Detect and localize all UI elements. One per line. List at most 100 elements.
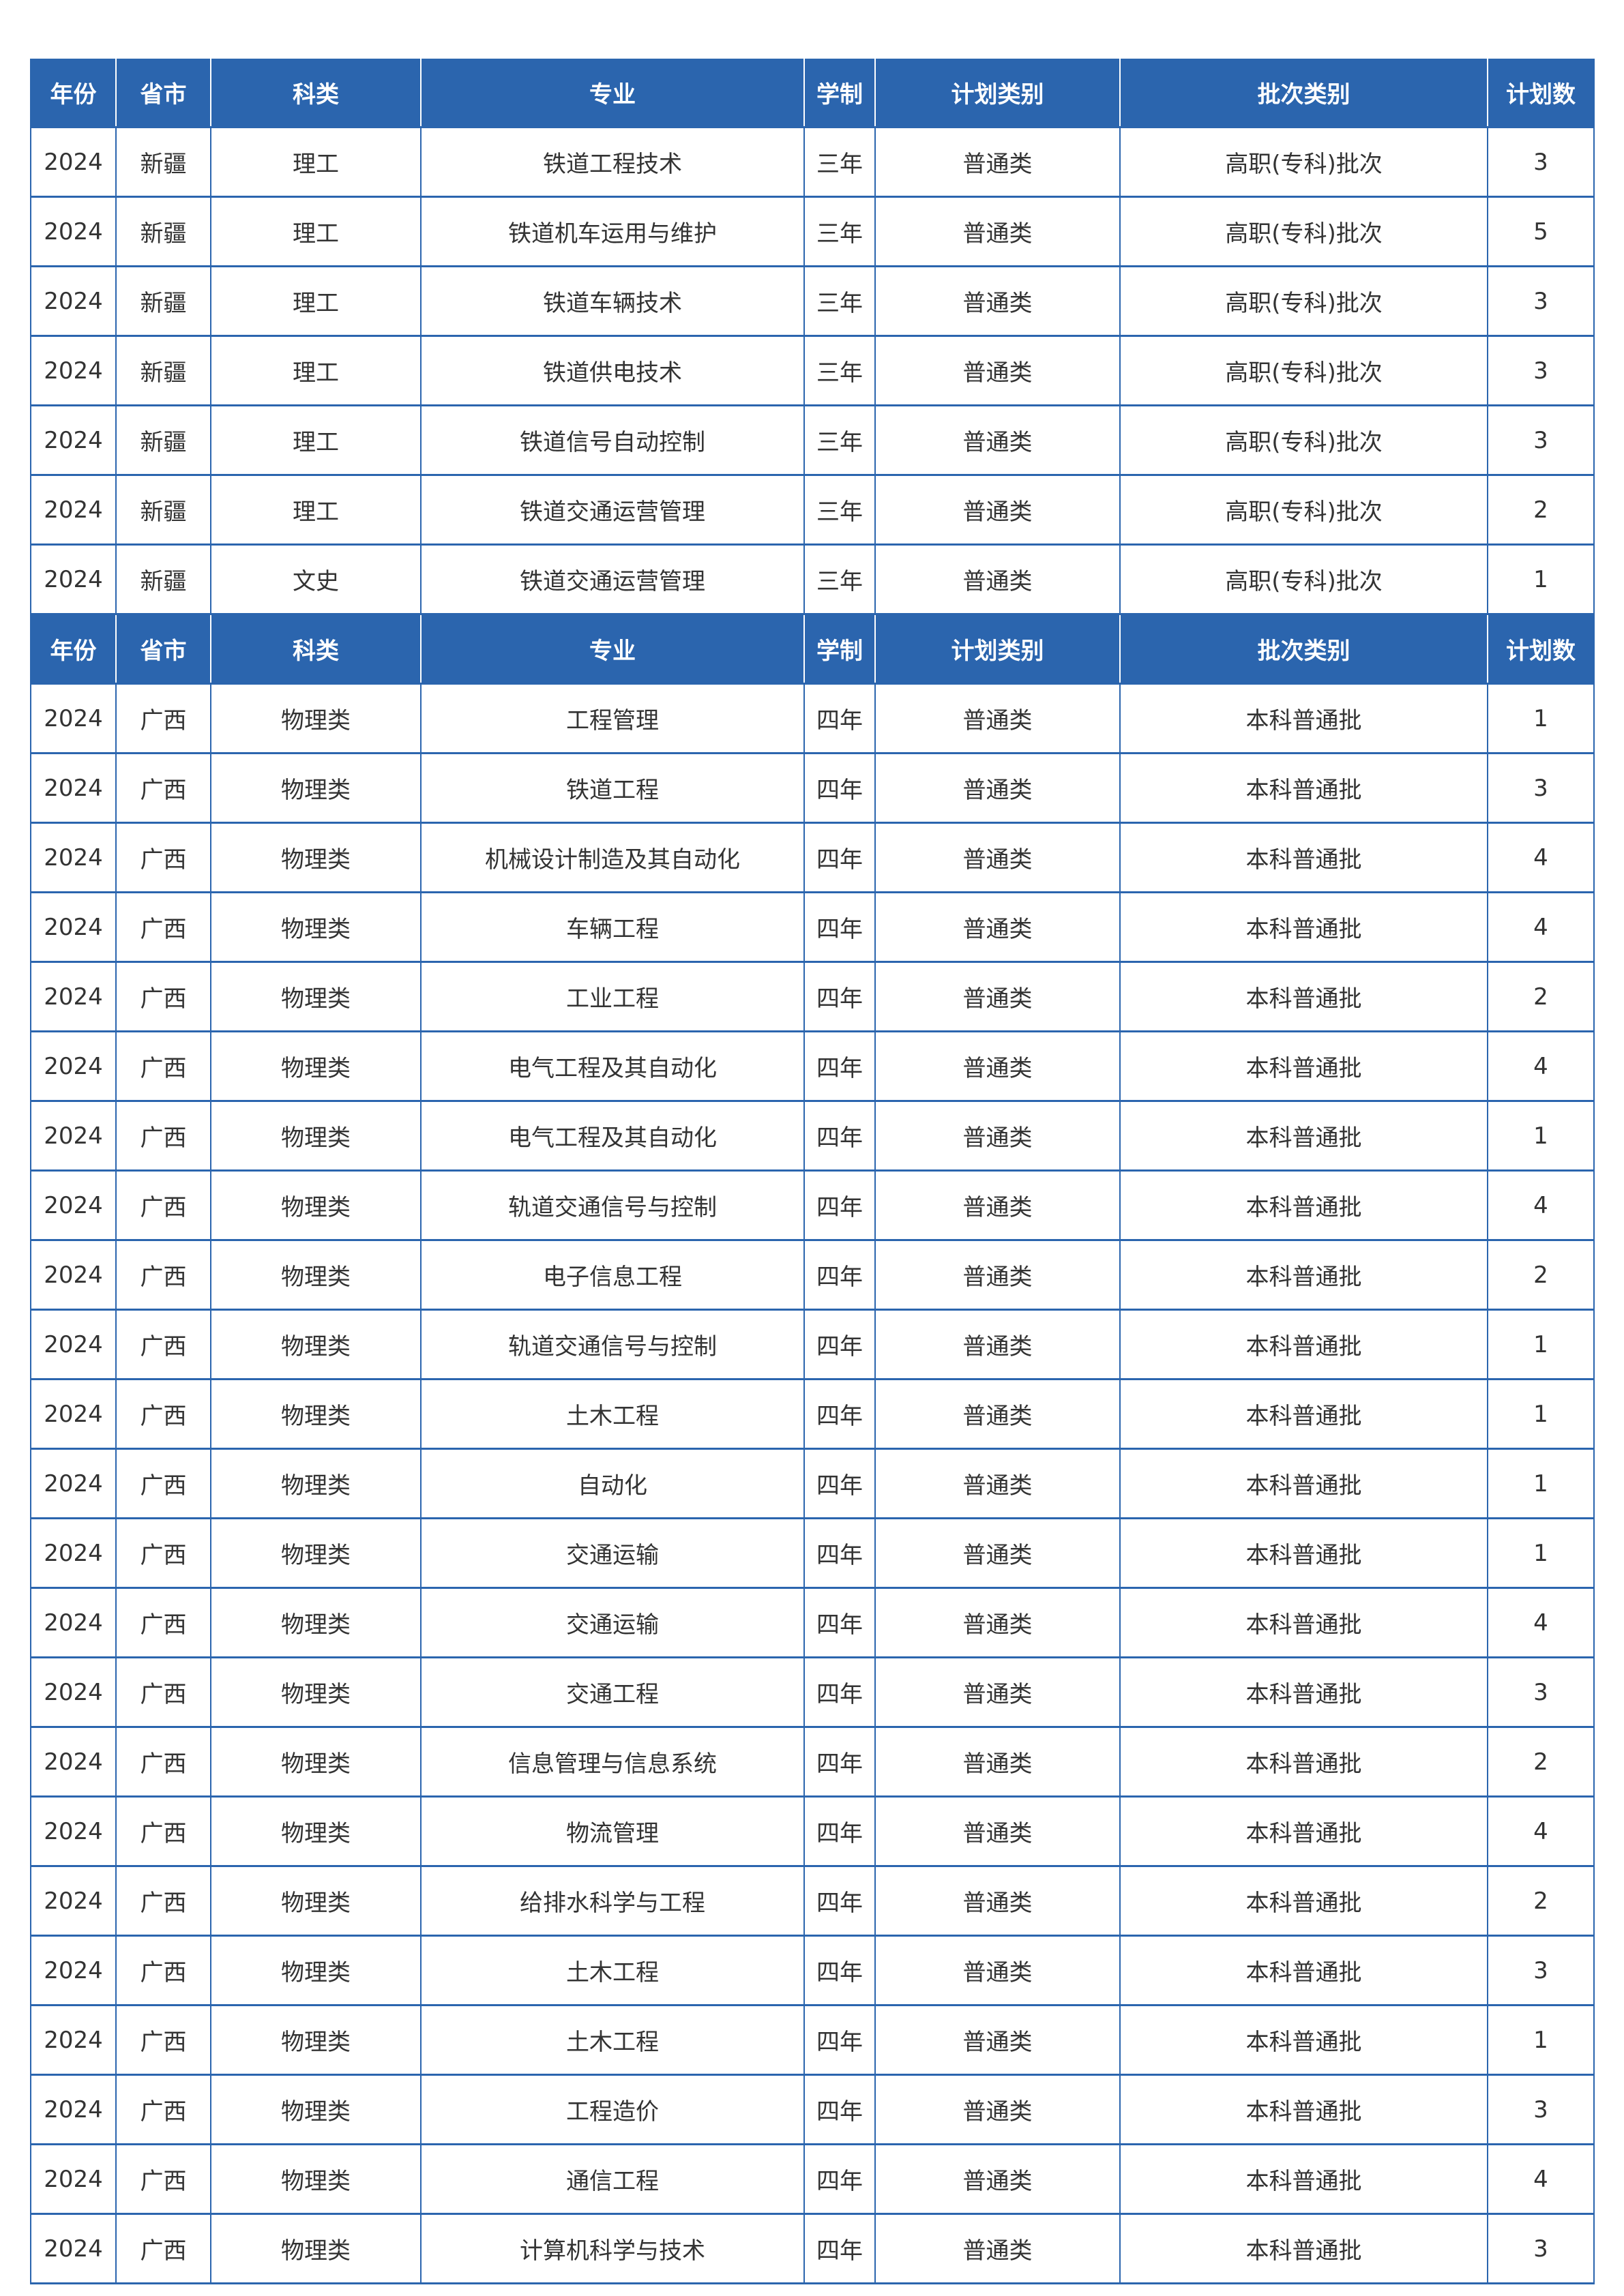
header-plan-count: 计划数 (1487, 614, 1595, 685)
table-row: 2024 广西 物理类 电气工程及其自动化 四年 普通类 本科普通批 4 (30, 1031, 1595, 1102)
cell-subject-category: 物理类 (210, 961, 422, 1032)
table-row: 2024 广西 物理类 铁道工程 四年 普通类 本科普通批 3 (30, 753, 1595, 824)
cell-plan-count: 3 (1487, 2213, 1595, 2284)
cell-plan-type: 普通类 (874, 961, 1121, 1032)
cell-subject-category: 物理类 (210, 892, 422, 963)
cell-province: 广西 (115, 1727, 211, 1798)
cell-subject-category: 物理类 (210, 1518, 422, 1589)
cell-plan-count: 3 (1487, 753, 1595, 824)
cell-year: 2024 (30, 1727, 117, 1798)
table-row: 2024 广西 物理类 电子信息工程 四年 普通类 本科普通批 2 (30, 1240, 1595, 1311)
cell-plan-type: 普通类 (874, 2074, 1121, 2145)
cell-plan-count: 4 (1487, 892, 1595, 963)
cell-batch-type: 高职(专科)批次 (1119, 475, 1488, 546)
table-row: 2024 新疆 理工 铁道供电技术 三年 普通类 高职(专科)批次 3 (30, 336, 1595, 406)
cell-plan-type: 普通类 (874, 405, 1121, 476)
table-row: 2024 广西 物理类 给排水科学与工程 四年 普通类 本科普通批 2 (30, 1866, 1595, 1937)
cell-year: 2024 (30, 266, 117, 337)
cell-plan-count: 2 (1487, 1866, 1595, 1937)
cell-major: 工程造价 (420, 2074, 805, 2145)
cell-year: 2024 (30, 961, 117, 1032)
table-row: 2024 广西 物理类 土木工程 四年 普通类 本科普通批 3 (30, 1935, 1595, 2006)
cell-duration: 三年 (803, 475, 876, 546)
table-row: 2024 广西 物理类 工业工程 四年 普通类 本科普通批 2 (30, 961, 1595, 1032)
cell-duration: 四年 (803, 1379, 876, 1450)
cell-duration: 四年 (803, 1935, 876, 2006)
cell-plan-count: 2 (1487, 1240, 1595, 1311)
table-row: 2024 新疆 理工 铁道工程技术 三年 普通类 高职(专科)批次 3 (30, 127, 1595, 198)
cell-batch-type: 高职(专科)批次 (1119, 405, 1488, 476)
cell-year: 2024 (30, 753, 117, 824)
cell-year: 2024 (30, 1101, 117, 1172)
cell-year: 2024 (30, 1935, 117, 2006)
cell-plan-count: 3 (1487, 266, 1595, 337)
cell-year: 2024 (30, 1031, 117, 1102)
cell-year: 2024 (30, 822, 117, 893)
cell-year: 2024 (30, 196, 117, 267)
cell-duration: 四年 (803, 1240, 876, 1311)
cell-duration: 四年 (803, 1727, 876, 1798)
cell-plan-count: 3 (1487, 1657, 1595, 1728)
cell-major: 给排水科学与工程 (420, 1866, 805, 1937)
cell-plan-type: 普通类 (874, 1518, 1121, 1589)
cell-major: 交通运输 (420, 1587, 805, 1658)
cell-plan-count: 3 (1487, 2074, 1595, 2145)
cell-plan-count: 3 (1487, 127, 1595, 198)
table-row: 2024 广西 物理类 计算机科学与技术 四年 普通类 本科普通批 3 (30, 2213, 1595, 2284)
cell-plan-type: 普通类 (874, 1309, 1121, 1380)
cell-subject-category: 理工 (210, 475, 422, 546)
header-batch-type: 批次类别 (1119, 59, 1488, 128)
cell-subject-category: 物理类 (210, 1170, 422, 1241)
cell-subject-category: 物理类 (210, 1379, 422, 1450)
cell-plan-type: 普通类 (874, 266, 1121, 337)
cell-major: 土木工程 (420, 2005, 805, 2076)
cell-duration: 四年 (803, 1101, 876, 1172)
cell-year: 2024 (30, 1657, 117, 1728)
cell-plan-count: 4 (1487, 1587, 1595, 1658)
cell-batch-type: 本科普通批 (1119, 1379, 1488, 1450)
cell-year: 2024 (30, 336, 117, 406)
cell-batch-type: 本科普通批 (1119, 683, 1488, 754)
cell-batch-type: 本科普通批 (1119, 1031, 1488, 1102)
cell-province: 广西 (115, 683, 211, 754)
cell-duration: 三年 (803, 127, 876, 198)
cell-plan-type: 普通类 (874, 683, 1121, 754)
cell-year: 2024 (30, 1796, 117, 1867)
cell-major: 物流管理 (420, 1796, 805, 1867)
cell-major: 机械设计制造及其自动化 (420, 822, 805, 893)
table-row: 2024 广西 物理类 交通工程 四年 普通类 本科普通批 3 (30, 1657, 1595, 1728)
cell-province: 广西 (115, 2074, 211, 2145)
cell-batch-type: 本科普通批 (1119, 1796, 1488, 1867)
cell-province: 广西 (115, 1587, 211, 1658)
cell-plan-type: 普通类 (874, 544, 1121, 615)
cell-duration: 四年 (803, 961, 876, 1032)
cell-province: 新疆 (115, 405, 211, 476)
cell-province: 广西 (115, 1031, 211, 1102)
cell-batch-type: 本科普通批 (1119, 2005, 1488, 2076)
cell-duration: 四年 (803, 2213, 876, 2284)
cell-plan-count: 3 (1487, 405, 1595, 476)
cell-major: 信息管理与信息系统 (420, 1727, 805, 1798)
cell-plan-count: 2 (1487, 475, 1595, 546)
header-year: 年份 (30, 59, 117, 128)
cell-subject-category: 物理类 (210, 1031, 422, 1102)
cell-plan-count: 4 (1487, 822, 1595, 893)
cell-major: 工程管理 (420, 683, 805, 754)
cell-major: 轨道交通信号与控制 (420, 1170, 805, 1241)
cell-year: 2024 (30, 683, 117, 754)
cell-subject-category: 物理类 (210, 2074, 422, 2145)
cell-major: 铁道信号自动控制 (420, 405, 805, 476)
cell-year: 2024 (30, 1240, 117, 1311)
cell-plan-type: 普通类 (874, 1170, 1121, 1241)
cell-year: 2024 (30, 1379, 117, 1450)
cell-plan-type: 普通类 (874, 127, 1121, 198)
cell-plan-count: 1 (1487, 1101, 1595, 1172)
cell-subject-category: 物理类 (210, 2005, 422, 2076)
cell-major: 铁道交通运营管理 (420, 475, 805, 546)
cell-subject-category: 理工 (210, 196, 422, 267)
cell-year: 2024 (30, 1518, 117, 1589)
cell-province: 广西 (115, 1657, 211, 1728)
table-row: 2024 新疆 理工 铁道机车运用与维护 三年 普通类 高职(专科)批次 5 (30, 196, 1595, 267)
cell-year: 2024 (30, 475, 117, 546)
cell-major: 铁道交通运营管理 (420, 544, 805, 615)
